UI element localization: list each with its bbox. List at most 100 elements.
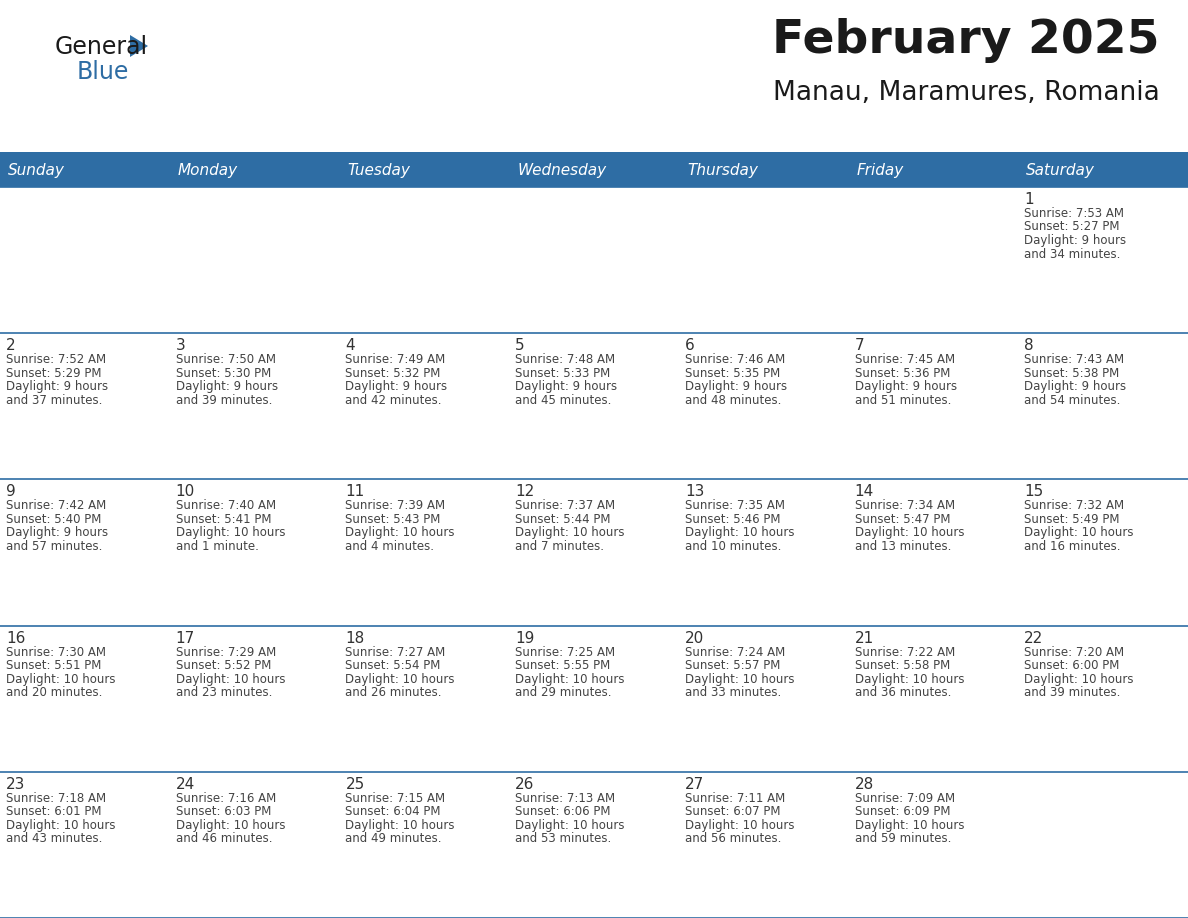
Bar xyxy=(1018,187,1188,333)
Text: 19: 19 xyxy=(516,631,535,645)
Text: Sunset: 5:58 PM: Sunset: 5:58 PM xyxy=(854,659,950,672)
Text: Daylight: 9 hours: Daylight: 9 hours xyxy=(6,380,108,393)
Text: Daylight: 9 hours: Daylight: 9 hours xyxy=(1024,234,1126,247)
Text: and 54 minutes.: and 54 minutes. xyxy=(1024,394,1120,407)
Text: February 2025: February 2025 xyxy=(772,18,1159,63)
Text: and 1 minute.: and 1 minute. xyxy=(176,540,259,553)
Bar xyxy=(340,625,510,772)
Text: Friday: Friday xyxy=(857,163,904,178)
Text: Sunrise: 7:15 AM: Sunrise: 7:15 AM xyxy=(346,792,446,805)
Bar xyxy=(1018,155,1188,187)
Text: and 56 minutes.: and 56 minutes. xyxy=(684,833,782,845)
Text: 12: 12 xyxy=(516,485,535,499)
Text: 2: 2 xyxy=(6,338,15,353)
Text: Daylight: 10 hours: Daylight: 10 hours xyxy=(854,819,965,832)
Text: 11: 11 xyxy=(346,485,365,499)
Text: Sunset: 5:30 PM: Sunset: 5:30 PM xyxy=(176,366,271,380)
Text: Sunset: 5:49 PM: Sunset: 5:49 PM xyxy=(1024,513,1120,526)
Text: Daylight: 10 hours: Daylight: 10 hours xyxy=(516,819,625,832)
Text: Daylight: 10 hours: Daylight: 10 hours xyxy=(346,526,455,540)
Bar xyxy=(340,772,510,918)
Text: Daylight: 10 hours: Daylight: 10 hours xyxy=(1024,526,1133,540)
Text: Sunday: Sunday xyxy=(8,163,65,178)
Text: Sunset: 5:57 PM: Sunset: 5:57 PM xyxy=(684,659,781,672)
Polygon shape xyxy=(129,35,148,57)
Text: Daylight: 9 hours: Daylight: 9 hours xyxy=(854,380,956,393)
Text: Daylight: 10 hours: Daylight: 10 hours xyxy=(684,526,795,540)
Bar xyxy=(678,155,848,187)
Text: and 33 minutes.: and 33 minutes. xyxy=(684,686,781,700)
Text: Daylight: 10 hours: Daylight: 10 hours xyxy=(1024,673,1133,686)
Text: 7: 7 xyxy=(854,338,864,353)
Text: Sunset: 6:06 PM: Sunset: 6:06 PM xyxy=(516,805,611,818)
Text: Thursday: Thursday xyxy=(687,163,758,178)
Text: Sunset: 5:36 PM: Sunset: 5:36 PM xyxy=(854,366,950,380)
Bar xyxy=(510,772,678,918)
Text: Daylight: 10 hours: Daylight: 10 hours xyxy=(854,673,965,686)
Bar xyxy=(848,187,1018,333)
Text: Sunset: 5:44 PM: Sunset: 5:44 PM xyxy=(516,513,611,526)
Bar xyxy=(0,155,170,187)
Text: Sunrise: 7:52 AM: Sunrise: 7:52 AM xyxy=(6,353,106,366)
Bar xyxy=(0,479,170,625)
Text: and 23 minutes.: and 23 minutes. xyxy=(176,686,272,700)
Bar xyxy=(678,479,848,625)
Text: 4: 4 xyxy=(346,338,355,353)
Text: Sunrise: 7:49 AM: Sunrise: 7:49 AM xyxy=(346,353,446,366)
Text: Sunset: 5:47 PM: Sunset: 5:47 PM xyxy=(854,513,950,526)
Bar xyxy=(340,187,510,333)
Text: Sunrise: 7:09 AM: Sunrise: 7:09 AM xyxy=(854,792,955,805)
Text: Sunrise: 7:50 AM: Sunrise: 7:50 AM xyxy=(176,353,276,366)
Bar xyxy=(0,187,170,333)
Text: Sunrise: 7:42 AM: Sunrise: 7:42 AM xyxy=(6,499,106,512)
Text: Sunset: 5:32 PM: Sunset: 5:32 PM xyxy=(346,366,441,380)
Text: Sunrise: 7:45 AM: Sunrise: 7:45 AM xyxy=(854,353,955,366)
Text: and 4 minutes.: and 4 minutes. xyxy=(346,540,435,553)
Text: Sunrise: 7:34 AM: Sunrise: 7:34 AM xyxy=(854,499,955,512)
Bar xyxy=(848,479,1018,625)
Text: Sunset: 5:41 PM: Sunset: 5:41 PM xyxy=(176,513,271,526)
Text: Sunset: 6:03 PM: Sunset: 6:03 PM xyxy=(176,805,271,818)
Text: 24: 24 xyxy=(176,777,195,792)
Text: and 37 minutes.: and 37 minutes. xyxy=(6,394,102,407)
Bar xyxy=(0,152,1188,156)
Text: and 46 minutes.: and 46 minutes. xyxy=(176,833,272,845)
Text: Daylight: 10 hours: Daylight: 10 hours xyxy=(684,673,795,686)
Text: and 7 minutes.: and 7 minutes. xyxy=(516,540,605,553)
Text: and 16 minutes.: and 16 minutes. xyxy=(1024,540,1120,553)
Bar xyxy=(170,333,340,479)
Text: 3: 3 xyxy=(176,338,185,353)
Bar xyxy=(848,772,1018,918)
Bar xyxy=(170,772,340,918)
Text: Sunrise: 7:46 AM: Sunrise: 7:46 AM xyxy=(684,353,785,366)
Text: and 57 minutes.: and 57 minutes. xyxy=(6,540,102,553)
Text: 21: 21 xyxy=(854,631,874,645)
Bar xyxy=(848,625,1018,772)
Text: Sunset: 5:35 PM: Sunset: 5:35 PM xyxy=(684,366,781,380)
Text: Sunrise: 7:43 AM: Sunrise: 7:43 AM xyxy=(1024,353,1124,366)
Text: 20: 20 xyxy=(684,631,704,645)
Bar xyxy=(0,625,170,772)
Text: Sunrise: 7:29 AM: Sunrise: 7:29 AM xyxy=(176,645,276,658)
Bar xyxy=(1018,333,1188,479)
Text: Sunrise: 7:27 AM: Sunrise: 7:27 AM xyxy=(346,645,446,658)
Text: Sunset: 5:46 PM: Sunset: 5:46 PM xyxy=(684,513,781,526)
Text: Sunset: 5:29 PM: Sunset: 5:29 PM xyxy=(6,366,101,380)
Text: 15: 15 xyxy=(1024,485,1043,499)
Text: and 20 minutes.: and 20 minutes. xyxy=(6,686,102,700)
Text: Sunrise: 7:24 AM: Sunrise: 7:24 AM xyxy=(684,645,785,658)
Text: Sunrise: 7:48 AM: Sunrise: 7:48 AM xyxy=(516,353,615,366)
Text: 6: 6 xyxy=(684,338,695,353)
Text: Daylight: 10 hours: Daylight: 10 hours xyxy=(346,673,455,686)
Text: Sunset: 5:27 PM: Sunset: 5:27 PM xyxy=(1024,220,1120,233)
Text: Sunset: 5:55 PM: Sunset: 5:55 PM xyxy=(516,659,611,672)
Text: Daylight: 9 hours: Daylight: 9 hours xyxy=(6,526,108,540)
Text: Daylight: 10 hours: Daylight: 10 hours xyxy=(6,673,115,686)
Text: Sunset: 5:51 PM: Sunset: 5:51 PM xyxy=(6,659,101,672)
Text: Sunset: 5:40 PM: Sunset: 5:40 PM xyxy=(6,513,101,526)
Text: and 53 minutes.: and 53 minutes. xyxy=(516,833,612,845)
Text: Daylight: 10 hours: Daylight: 10 hours xyxy=(854,526,965,540)
Text: Sunrise: 7:11 AM: Sunrise: 7:11 AM xyxy=(684,792,785,805)
Text: Sunrise: 7:40 AM: Sunrise: 7:40 AM xyxy=(176,499,276,512)
Text: and 48 minutes.: and 48 minutes. xyxy=(684,394,782,407)
